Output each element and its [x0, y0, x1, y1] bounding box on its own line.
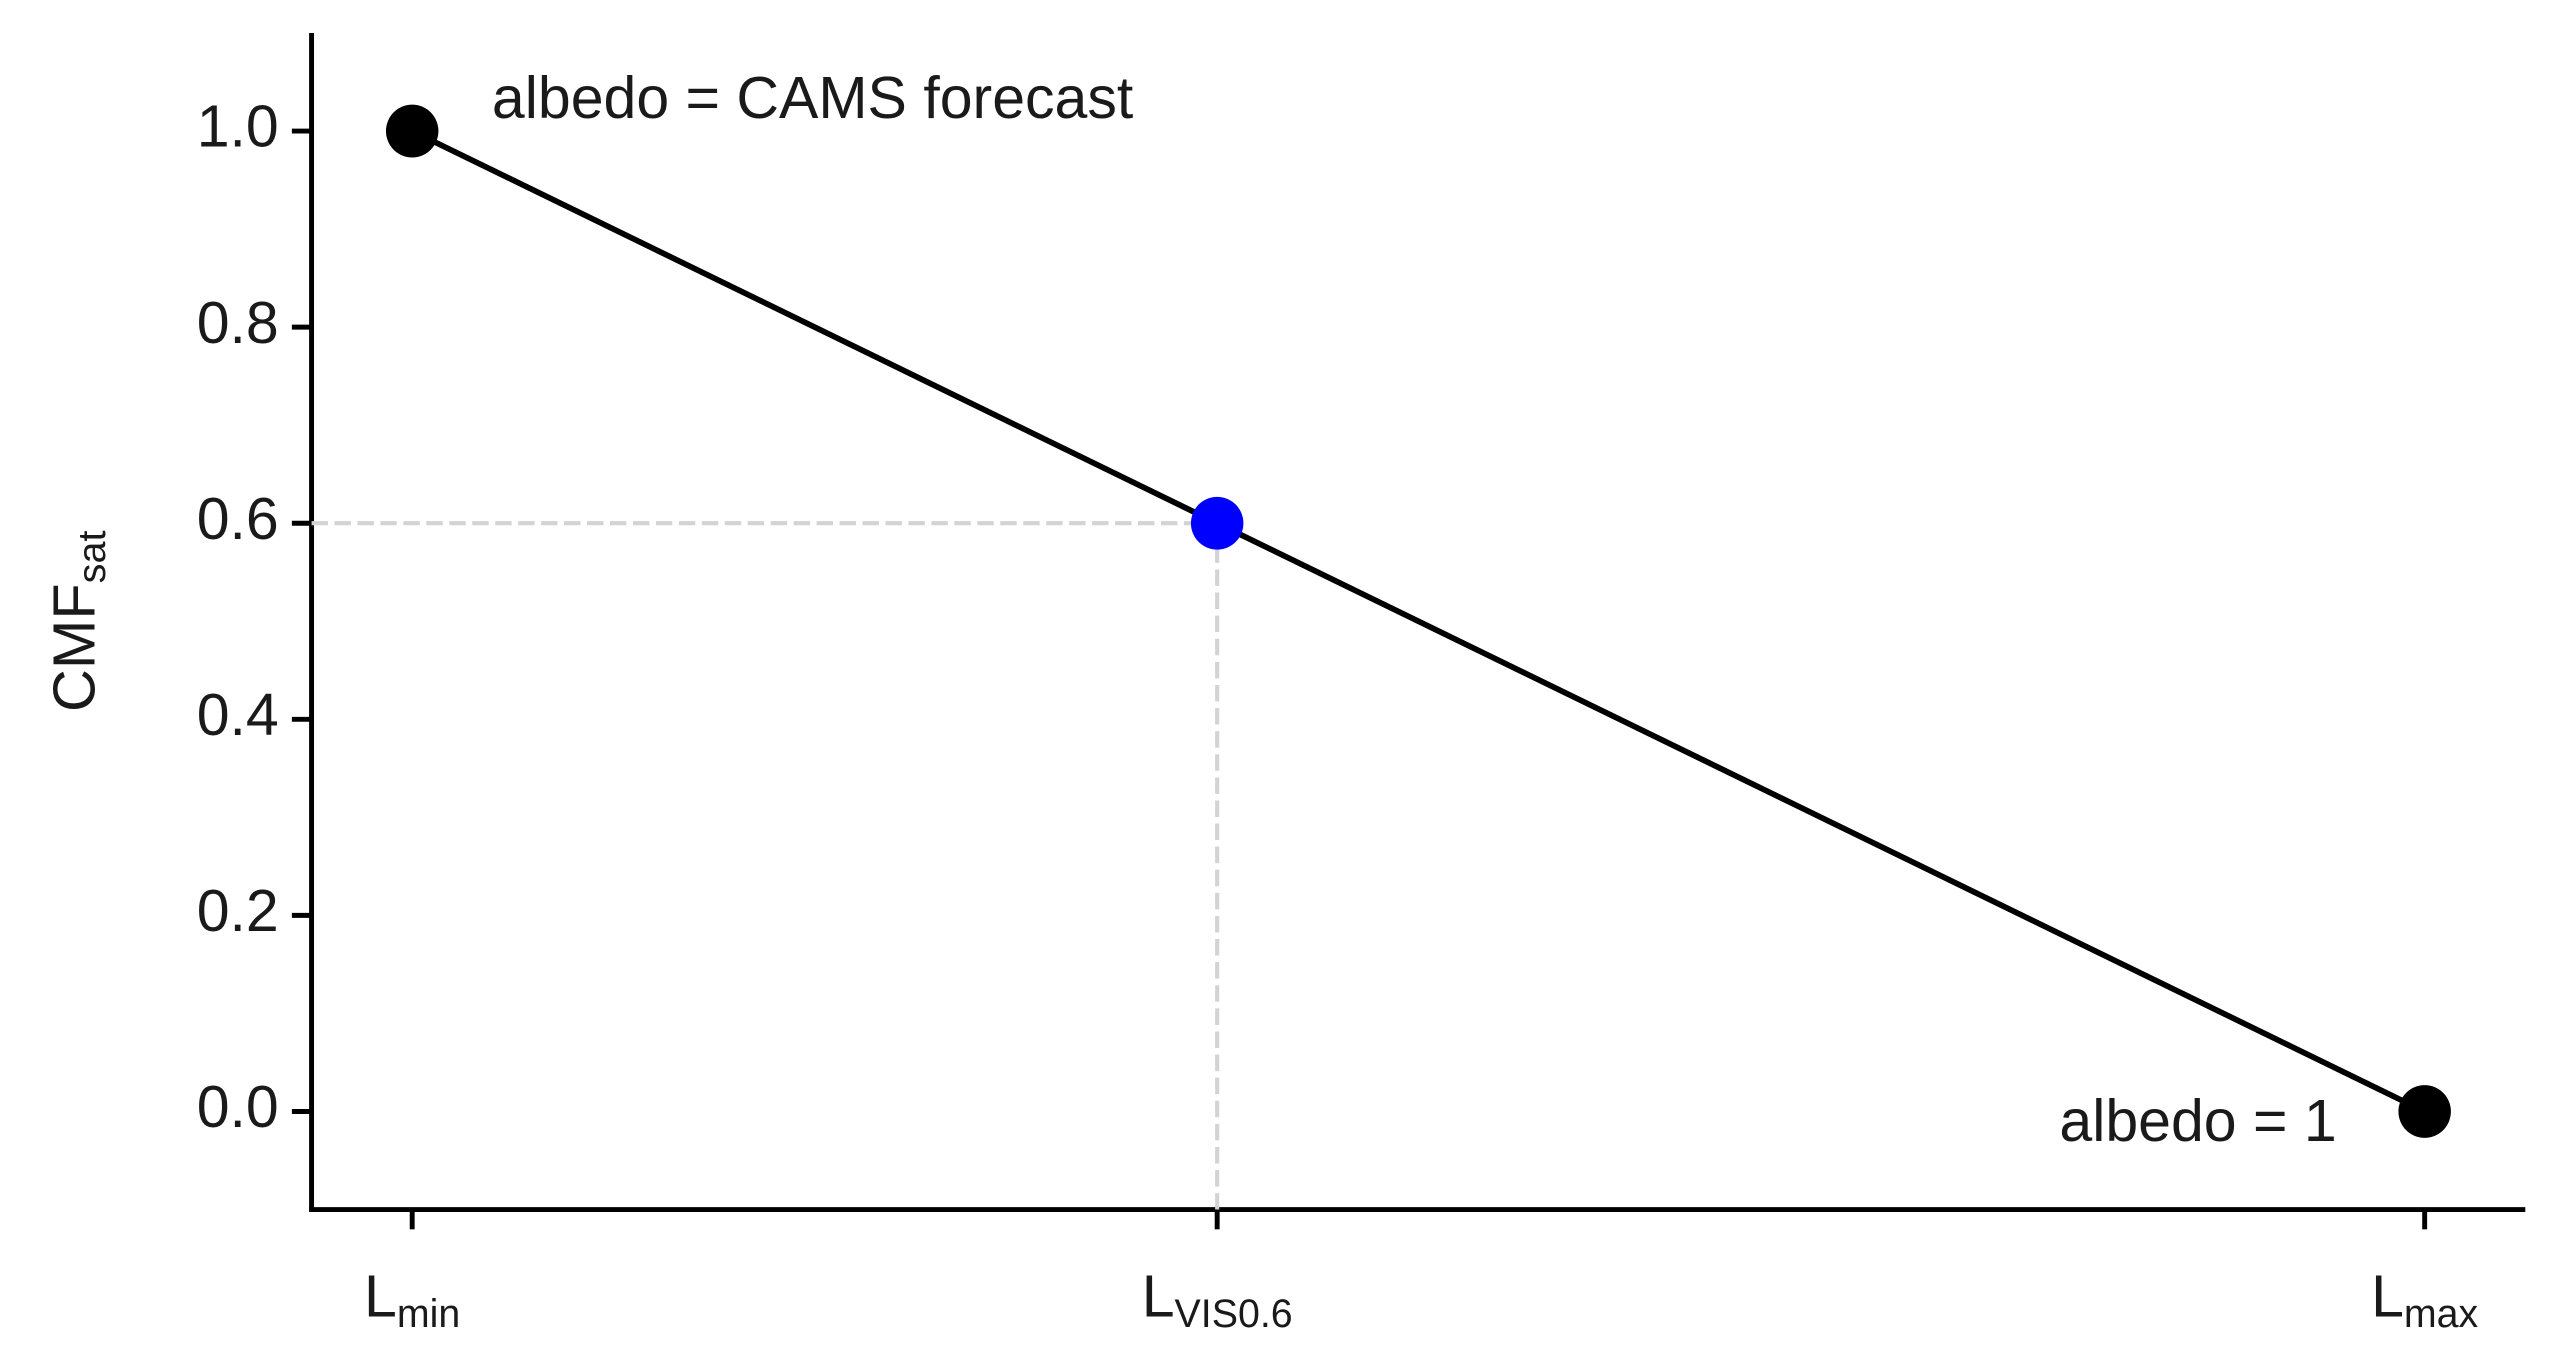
x-tick-label: Lmax [2371, 1262, 2478, 1336]
x-tick-label-sub: min [397, 1292, 460, 1336]
y-axis-label-sub: sat [71, 531, 115, 584]
x-tick-label-main: L [2371, 1262, 2404, 1329]
x-tick-label-sub: max [2404, 1292, 2479, 1336]
y-tick-label: 0.2 [197, 877, 279, 944]
y-axis-label: CMFsat [40, 531, 114, 713]
annotation: albedo = CAMS forecast [492, 64, 1134, 131]
y-tick-label: 0.6 [197, 485, 279, 552]
data-point [385, 104, 439, 158]
y-tick-label: 0.8 [197, 289, 279, 356]
annotation: albedo = 1 [2059, 1087, 2336, 1154]
x-tick-label-sub: VIS0.6 [1175, 1292, 1293, 1336]
data-line [410, 128, 2426, 1115]
y-tick-label: 1.0 [197, 93, 279, 160]
data-point [2398, 1085, 2451, 1138]
x-tick-label: Lmin [364, 1262, 460, 1336]
y-tick-label: 0.4 [197, 681, 279, 748]
x-tick-label-main: L [364, 1262, 397, 1329]
x-tick-label-main: L [1142, 1262, 1175, 1329]
y-axis-label-main: CMF [40, 583, 107, 712]
x-tick-label: LVIS0.6 [1142, 1262, 1293, 1336]
y-tick-label: 0.0 [197, 1073, 279, 1140]
data-point [1190, 496, 1244, 550]
